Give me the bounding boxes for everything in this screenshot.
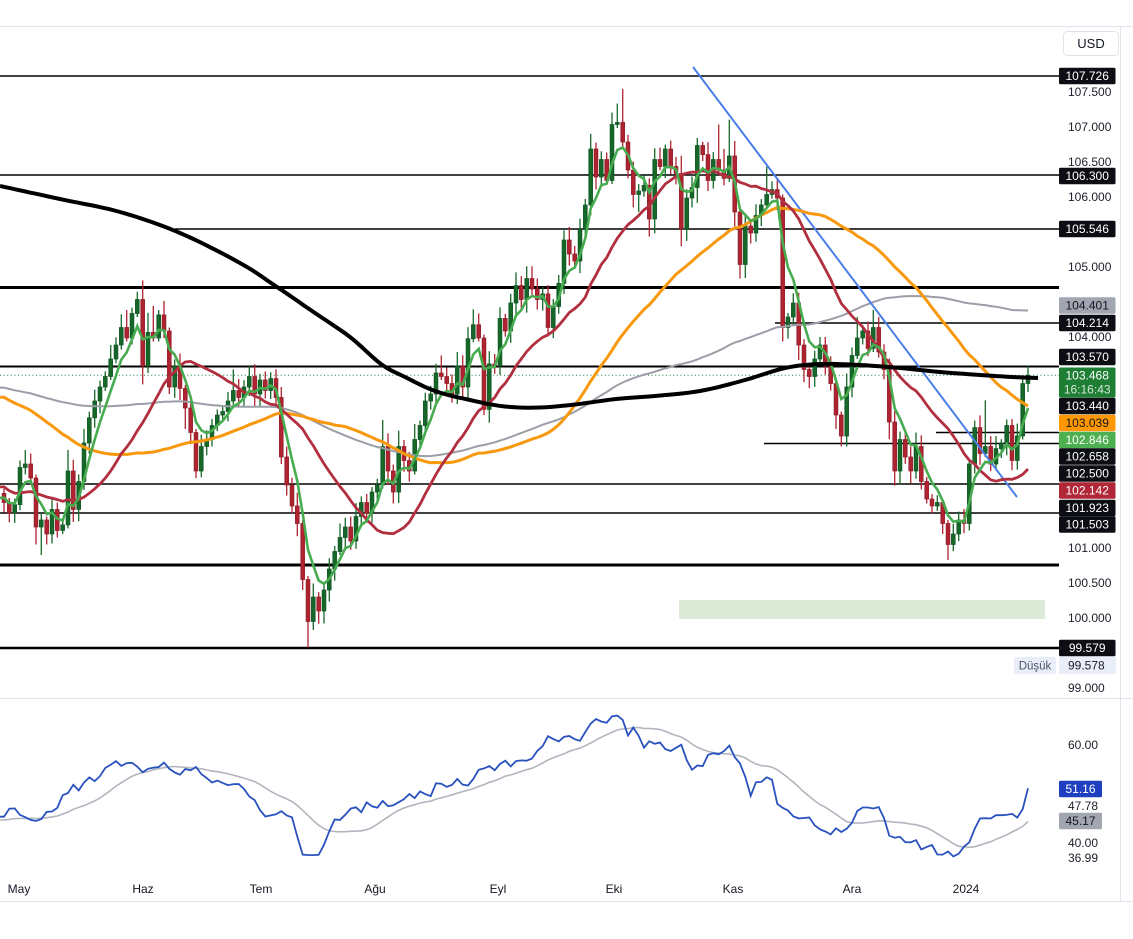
svg-text:Düşük: Düşük (1019, 661, 1052, 673)
svg-text:101.923: 101.923 (1066, 501, 1110, 515)
svg-text:102.846: 102.846 (1066, 433, 1110, 447)
svg-text:2024: 2024 (953, 882, 980, 896)
svg-text:51.16: 51.16 (1065, 782, 1095, 796)
svg-text:USD: USD (1077, 36, 1104, 51)
svg-text:103.440: 103.440 (1066, 399, 1110, 413)
svg-text:103.468: 103.468 (1066, 369, 1110, 383)
svg-text:100.500: 100.500 (1068, 576, 1112, 590)
svg-text:Kas: Kas (723, 882, 744, 896)
svg-text:103.570: 103.570 (1066, 350, 1110, 364)
svg-text:102.142: 102.142 (1066, 484, 1110, 498)
svg-text:Tem: Tem (250, 882, 273, 896)
svg-text:103.039: 103.039 (1066, 416, 1110, 430)
svg-text:40.00: 40.00 (1068, 836, 1098, 850)
svg-text:102.500: 102.500 (1066, 467, 1110, 481)
svg-text:99.579: 99.579 (1069, 641, 1106, 655)
svg-text:101.000: 101.000 (1068, 541, 1112, 555)
svg-text:104.214: 104.214 (1066, 316, 1110, 330)
svg-text:47.78: 47.78 (1068, 799, 1098, 813)
svg-text:99.578: 99.578 (1068, 659, 1105, 673)
svg-text:102.658: 102.658 (1066, 450, 1110, 464)
svg-text:106.500: 106.500 (1068, 155, 1112, 169)
svg-text:60.00: 60.00 (1068, 738, 1098, 752)
svg-text:May: May (8, 882, 31, 896)
svg-text:107.000: 107.000 (1068, 120, 1112, 134)
svg-text:105.000: 105.000 (1068, 260, 1112, 274)
svg-text:107.500: 107.500 (1068, 85, 1112, 99)
svg-text:106.300: 106.300 (1066, 169, 1110, 183)
svg-text:Ara: Ara (843, 882, 862, 896)
svg-text:101.503: 101.503 (1066, 518, 1110, 532)
svg-text:100.000: 100.000 (1068, 611, 1112, 625)
svg-text:Eyl: Eyl (490, 882, 507, 896)
svg-text:105.546: 105.546 (1066, 222, 1110, 236)
svg-text:99.000: 99.000 (1068, 681, 1105, 695)
svg-text:45.17: 45.17 (1065, 814, 1095, 828)
svg-text:107.726: 107.726 (1066, 69, 1110, 83)
svg-text:Ağu: Ağu (364, 882, 385, 896)
svg-text:106.000: 106.000 (1068, 190, 1112, 204)
svg-text:104.401: 104.401 (1066, 299, 1110, 313)
svg-text:16:16:43: 16:16:43 (1064, 383, 1111, 397)
svg-text:36.99: 36.99 (1068, 851, 1098, 865)
svg-text:Eki: Eki (606, 882, 623, 896)
svg-text:Haz: Haz (132, 882, 153, 896)
svg-text:104.000: 104.000 (1068, 330, 1112, 344)
